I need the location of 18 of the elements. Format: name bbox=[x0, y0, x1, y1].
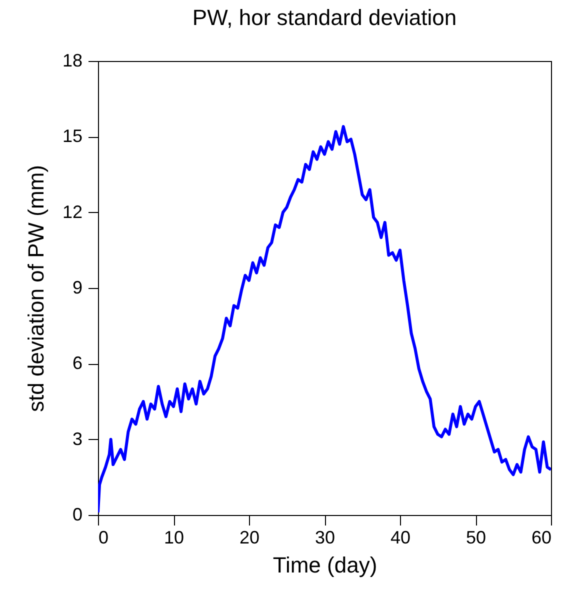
y-tick-label: 15 bbox=[62, 126, 82, 146]
y-tick-label: 0 bbox=[72, 504, 82, 524]
y-tick-label: 6 bbox=[72, 353, 82, 374]
y-tick-label: 3 bbox=[72, 428, 82, 449]
x-tick-label: 40 bbox=[390, 528, 411, 548]
y-tick-label: 9 bbox=[72, 278, 82, 298]
y-tick-label: 12 bbox=[62, 202, 82, 222]
x-tick-label: 60 bbox=[531, 528, 552, 548]
x-tick-label: 0 bbox=[98, 528, 109, 548]
x-axis-title: Time (day) bbox=[272, 552, 378, 578]
x-tick-label: 50 bbox=[466, 528, 486, 548]
chart-title: PW, hor standard deviation bbox=[192, 5, 457, 30]
y-tick-label: 18 bbox=[62, 50, 82, 70]
y-axis-title: std deviation of PW (mm) bbox=[23, 165, 48, 412]
x-tick-label: 30 bbox=[314, 528, 336, 548]
line-series bbox=[98, 125, 551, 514]
x-tick-label: 20 bbox=[239, 528, 260, 548]
x-tick-label: 10 bbox=[164, 528, 184, 548]
